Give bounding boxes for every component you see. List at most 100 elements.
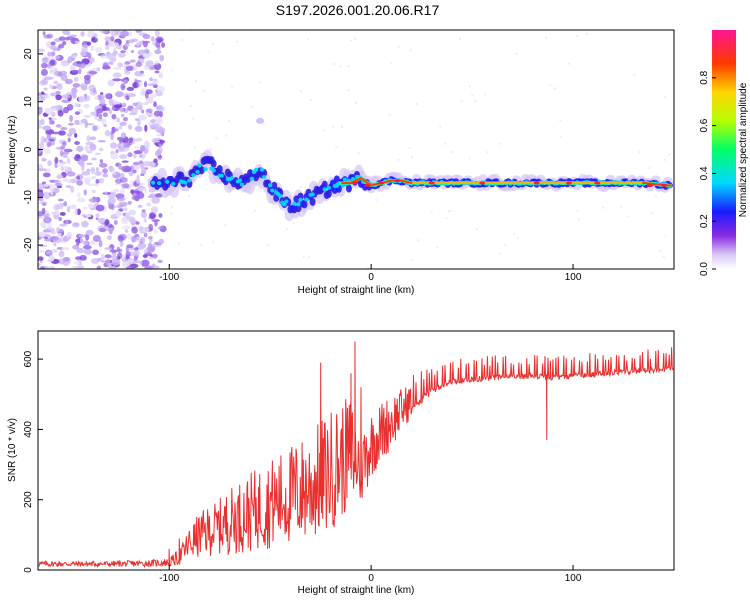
heatmap-cell	[159, 54, 165, 62]
heatmap-cell	[137, 204, 143, 208]
heatmap-cell	[41, 57, 49, 64]
heatmap-cell	[157, 259, 163, 263]
heatmap-cell	[80, 155, 89, 162]
heatmap-cell	[116, 246, 121, 253]
heatmap-cell	[108, 98, 114, 106]
heatmap-cell	[130, 50, 134, 53]
heatmap-cell	[104, 93, 112, 99]
heatmap-cell	[68, 122, 74, 126]
heatmap-cell	[92, 249, 100, 255]
heatmap-cell	[309, 98, 312, 102]
heatmap-cell	[77, 192, 81, 198]
heatmap-cell	[436, 246, 439, 249]
heatmap-cell	[140, 87, 147, 93]
heatmap-cell	[88, 57, 95, 64]
heatmap-cell	[108, 228, 113, 235]
heatmap-cell	[40, 118, 45, 126]
colorbar-tick-label: 0.0	[699, 262, 710, 276]
heatmap-cell	[126, 86, 135, 91]
heatmap-cell	[125, 65, 134, 72]
heatmap-cell	[292, 222, 295, 225]
heatmap-cell	[90, 166, 96, 174]
heatmap-cell	[133, 249, 140, 257]
heatmap-cell	[153, 265, 160, 269]
x-tick-label: 0	[368, 573, 374, 584]
heatmap-cell	[56, 226, 60, 232]
heatmap-cell	[410, 258, 414, 261]
heatmap-cell	[157, 156, 163, 161]
heatmap-cell	[61, 141, 67, 147]
heatmap-cell	[668, 184, 672, 187]
heatmap-cell	[130, 221, 136, 225]
heatmap-cell	[60, 203, 64, 207]
heatmap-cell	[198, 166, 205, 175]
heatmap-cell	[47, 183, 56, 192]
heatmap-cell	[180, 38, 184, 42]
heatmap-cell	[648, 167, 651, 170]
heatmap-cell	[108, 109, 113, 115]
heatmap-cell	[79, 160, 85, 168]
heatmap-cell	[153, 158, 158, 163]
heatmap-cell	[126, 233, 132, 240]
heatmap-cell	[94, 152, 102, 156]
heatmap-cell	[208, 51, 211, 54]
heatmap-cell	[56, 83, 62, 89]
heatmap-cell	[111, 259, 121, 266]
heatmap-cell	[88, 203, 94, 209]
heatmap-cell	[111, 265, 116, 269]
heatmap-cell	[576, 209, 579, 213]
heatmap-cell	[148, 223, 154, 231]
heatmap-cell	[83, 240, 88, 246]
heatmap-cell	[62, 40, 67, 46]
heatmap-cell	[86, 162, 93, 166]
heatmap-cell	[91, 189, 96, 194]
heatmap-cell	[96, 108, 104, 114]
heatmap-cell	[284, 199, 289, 204]
heatmap-cell	[44, 210, 49, 214]
heatmap-cell	[66, 205, 71, 213]
heatmap-cell	[147, 242, 153, 248]
heatmap-cell	[74, 208, 78, 216]
heatmap-cell	[122, 212, 126, 216]
heatmap-cell	[40, 69, 48, 76]
heatmap-cell	[296, 202, 301, 207]
heatmap-cell	[119, 107, 125, 113]
heatmap-cell	[145, 96, 154, 104]
heatmap-cell	[259, 167, 265, 172]
heatmap-cell	[69, 34, 77, 38]
heatmap-cell	[108, 165, 114, 173]
heatmap-cell	[445, 217, 448, 220]
heatmap-cell	[48, 254, 55, 262]
heatmap-cell	[211, 168, 216, 173]
heatmap-cell	[151, 196, 160, 204]
heatmap-cell	[99, 98, 106, 105]
heatmap-cell	[515, 52, 518, 55]
heatmap-cell	[71, 69, 80, 73]
heatmap-cell	[90, 258, 100, 264]
heatmap-cell	[128, 112, 138, 116]
heatmap-cell	[85, 229, 94, 236]
heatmap-cell	[38, 125, 43, 129]
x-tick-label: 100	[565, 573, 582, 584]
heatmap-cell	[229, 176, 235, 181]
heatmap-cell	[47, 160, 52, 167]
heatmap-cell	[256, 117, 265, 124]
heatmap-cell	[143, 148, 149, 155]
heatmap-cell	[203, 167, 208, 172]
heatmap-cell	[209, 147, 213, 151]
heatmap-cell	[212, 241, 215, 244]
heatmap-cell	[107, 197, 116, 205]
heatmap-cell	[134, 259, 140, 264]
heatmap-cell	[102, 168, 108, 174]
heatmap-cell	[109, 142, 118, 149]
heatmap-cell	[161, 42, 166, 48]
heatmap-cell	[62, 106, 69, 114]
heatmap-cell	[72, 40, 76, 44]
heatmap-cell	[116, 197, 126, 201]
spectrogram-y-ticks: 20 10 0 -10 -20	[23, 48, 43, 252]
heatmap-cell	[112, 171, 117, 176]
heatmap-cell	[138, 160, 144, 165]
heatmap-cell	[98, 162, 108, 168]
heatmap-cell	[131, 226, 138, 234]
